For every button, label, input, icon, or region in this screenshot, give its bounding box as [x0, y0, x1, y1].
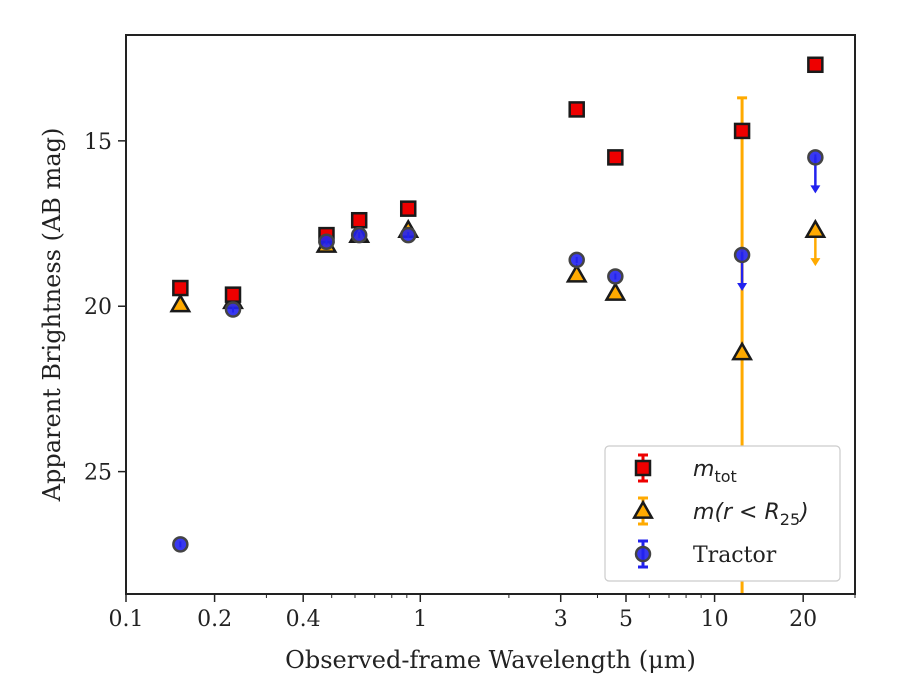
- tractor-upper-limit-arrow-head: [737, 282, 748, 291]
- legend-box: [604, 445, 841, 582]
- x-tick-label: 0.1: [109, 607, 144, 632]
- y-axis-label: Apparent Brightness (AB mag): [38, 128, 66, 503]
- y-tick-label: 15: [84, 130, 112, 155]
- data-marks: [169, 56, 827, 594]
- legend-marker-mr25: [632, 499, 654, 519]
- mr25-upper-limit-arrow-head: [810, 258, 821, 267]
- x-tick-label: 20: [789, 607, 817, 632]
- legend-label-tractor: Tractor: [693, 543, 777, 568]
- legend: mtot m(r < R25) Tractor: [604, 445, 841, 582]
- x-tick-label: 10: [701, 607, 729, 632]
- tractor-upper-limit-arrow-head: [810, 185, 821, 194]
- axis-ticks: 0.1 0.2 0.4 1 3 5 10 20 15 20 25: [84, 130, 856, 632]
- x-tick-label: 0.2: [197, 607, 232, 632]
- legend-marker-tractor: [634, 545, 652, 563]
- plot-frame: [125, 34, 856, 595]
- x-axis-label: Observed-frame Wavelength (μm): [285, 646, 696, 674]
- y-tick-label: 20: [84, 295, 112, 320]
- x-tick-label: 3: [554, 607, 568, 632]
- x-tick-label: 1: [413, 607, 427, 632]
- legend-label-mr25: m(r < R25): [693, 500, 809, 529]
- x-tick-label: 0.4: [286, 607, 321, 632]
- legend-marker-mtot: [634, 459, 652, 477]
- y-tick-label: 25: [84, 461, 112, 486]
- legend-label-mtot: mtot: [693, 457, 737, 486]
- x-tick-label: 5: [619, 607, 633, 632]
